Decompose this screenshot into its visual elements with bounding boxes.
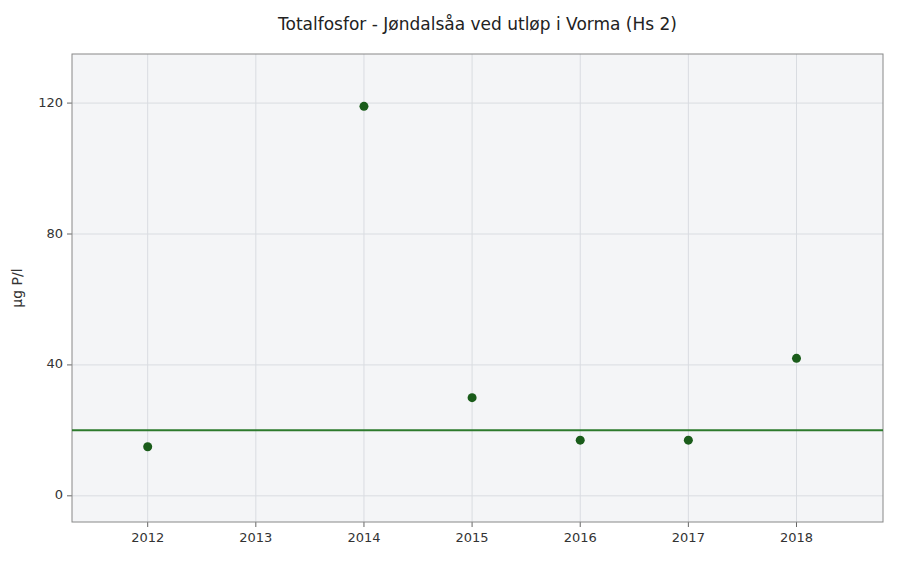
tick-label: 2013 bbox=[239, 530, 272, 545]
grid-line bbox=[72, 364, 883, 365]
axes: 0 40 80 120 2012 2013 2014 2015 2016 2017 2018 bbox=[38, 95, 813, 545]
tick-mark bbox=[796, 522, 797, 527]
tick-mark bbox=[67, 495, 72, 496]
tick-label: 2012 bbox=[131, 530, 164, 545]
tick-mark bbox=[363, 522, 364, 527]
tick-label: 2017 bbox=[672, 530, 705, 545]
grid-line bbox=[72, 495, 883, 496]
tick-mark bbox=[67, 103, 72, 104]
grid-line bbox=[72, 234, 883, 235]
tick-mark bbox=[67, 234, 72, 235]
plot-background bbox=[72, 54, 883, 522]
tick-mark bbox=[255, 522, 256, 527]
point bbox=[468, 393, 477, 402]
tick-mark bbox=[472, 522, 473, 527]
axis-label: µg P/l bbox=[9, 268, 25, 307]
point bbox=[143, 442, 152, 451]
grid-line bbox=[72, 103, 883, 104]
tick-label: 2016 bbox=[564, 530, 597, 545]
plot-frame bbox=[72, 54, 883, 522]
grid-line bbox=[580, 54, 581, 522]
tick-label: 0 bbox=[55, 487, 63, 502]
grid-line bbox=[147, 54, 148, 522]
title: Totalfosfor - Jøndalsåa ved utløp i Vorm… bbox=[277, 14, 677, 34]
tick-label: 40 bbox=[46, 356, 63, 371]
point bbox=[684, 436, 693, 445]
grid bbox=[72, 54, 883, 522]
tick-label: 80 bbox=[46, 226, 63, 241]
grid-line bbox=[472, 54, 473, 522]
tick-label: 2015 bbox=[456, 530, 489, 545]
point bbox=[792, 354, 801, 363]
tick-mark bbox=[580, 522, 581, 527]
tick-mark bbox=[147, 522, 148, 527]
point bbox=[359, 102, 368, 111]
tick-mark bbox=[67, 364, 72, 365]
point bbox=[576, 436, 585, 445]
chart: 0 40 80 120 2012 2013 2014 2015 2016 2017 2018 Tota… bbox=[0, 0, 907, 566]
grid-line bbox=[688, 54, 689, 522]
marks bbox=[72, 102, 883, 451]
grid-line bbox=[255, 54, 256, 522]
tick-mark bbox=[688, 522, 689, 527]
reference-line bbox=[72, 429, 883, 431]
tick-label: 2018 bbox=[780, 530, 813, 545]
tick-label: 120 bbox=[38, 95, 63, 110]
grid-line bbox=[796, 54, 797, 522]
tick-label: 2014 bbox=[347, 530, 380, 545]
grid-line bbox=[363, 54, 364, 522]
